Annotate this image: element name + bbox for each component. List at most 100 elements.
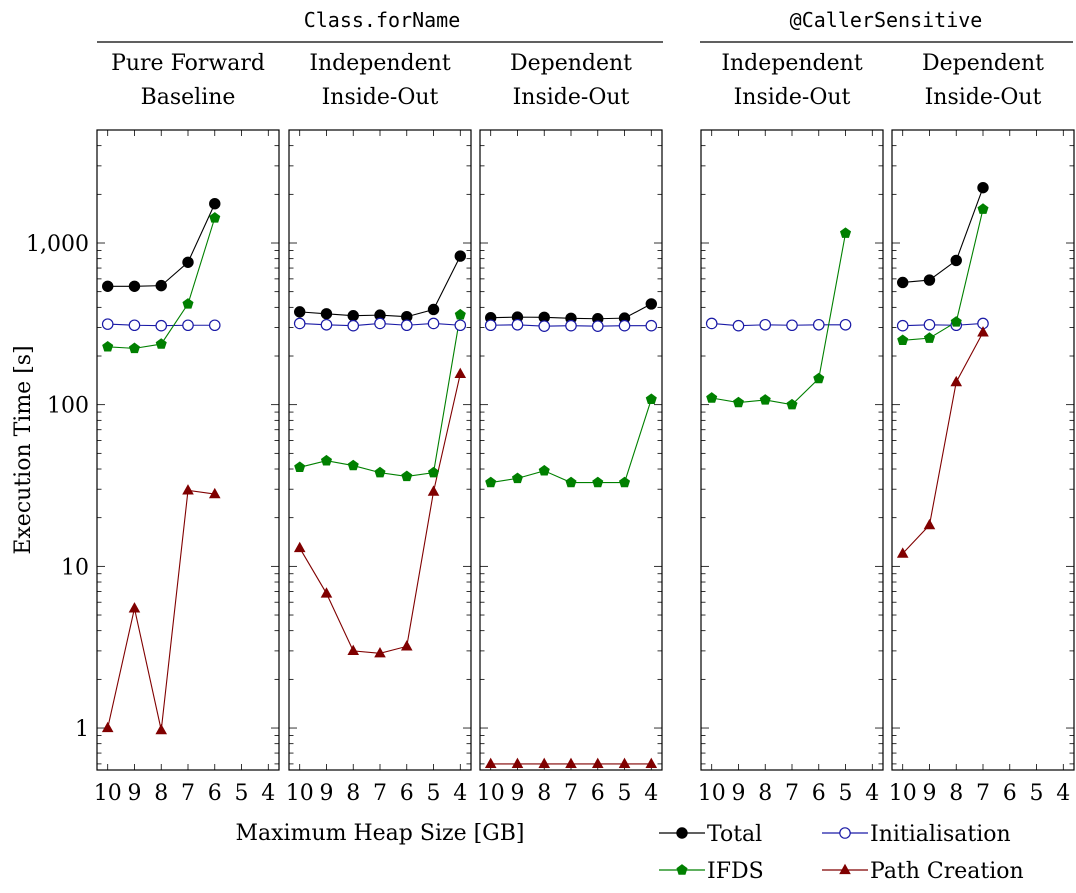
point-initialisation	[732, 319, 745, 332]
point-path-creation	[128, 602, 141, 613]
x-tick-label: 8	[537, 781, 551, 806]
legend-item-path-creation: Path Creation	[822, 859, 1024, 884]
y-tick-label: 1	[75, 717, 89, 742]
point-total	[645, 298, 657, 310]
x-tick-label: 7	[181, 781, 195, 806]
point-initialisation	[786, 319, 798, 332]
x-tick-label: 10	[286, 781, 314, 806]
legend-label: Path Creation	[870, 859, 1024, 884]
point-ifds	[706, 392, 718, 403]
panel-3: Independent Inside-Out 10 9 8 7 6 5 4	[698, 51, 884, 806]
series-line-initialisation	[902, 322, 984, 327]
x-tick-label: 8	[949, 781, 963, 806]
x-tick-label: 9	[922, 781, 936, 806]
x-tick-label: 5	[427, 781, 441, 806]
point-initialisation	[128, 319, 141, 332]
point-initialisation	[618, 319, 631, 332]
point-ifds	[897, 334, 909, 346]
legend-label: Total	[707, 822, 762, 847]
point-initialisation	[427, 317, 440, 330]
x-tick-label: 5	[235, 781, 249, 806]
point-ifds	[182, 298, 194, 309]
legend-item-initialisation: Initialisation	[822, 822, 1011, 847]
point-initialisation	[538, 320, 551, 332]
point-initialisation	[759, 318, 772, 331]
point-ifds	[427, 466, 440, 478]
panel-title-line: Pure Forward	[111, 51, 265, 76]
panel-frame	[891, 129, 1075, 771]
point-path-creation	[538, 757, 551, 769]
point-initialisation	[923, 318, 936, 331]
point-total	[977, 181, 989, 194]
point-initialisation	[155, 319, 168, 332]
point-path-creation	[347, 644, 360, 656]
point-total	[209, 198, 221, 210]
point-ifds	[347, 459, 359, 471]
point-ifds	[374, 466, 386, 478]
panel-1: Independent Inside-Out 10 9 8 7 6 5 4	[286, 51, 472, 806]
panel-title-line: Inside-Out	[734, 85, 851, 110]
legend-marker	[839, 827, 851, 839]
point-total	[102, 280, 114, 292]
legend: Total Initialisation IFDS Path Creation	[659, 822, 1024, 884]
x-tick-label: 5	[1030, 781, 1044, 806]
panel-title-line: Independent	[721, 51, 863, 76]
x-tick-label: 4	[1056, 781, 1070, 806]
point-ifds	[102, 340, 114, 352]
point-total	[950, 254, 962, 267]
panel-title-line: Inside-Out	[322, 85, 439, 110]
point-initialisation	[208, 319, 221, 332]
panel-title-line: Inside-Out	[925, 85, 1042, 110]
point-path-creation	[427, 485, 440, 496]
point-initialisation	[511, 318, 524, 331]
point-initialisation	[400, 319, 413, 332]
x-tick-label: 10	[477, 781, 505, 806]
series-line-ifds	[902, 209, 984, 341]
point-ifds	[923, 332, 936, 343]
point-path-creation	[400, 640, 413, 651]
x-tick-label: 9	[127, 781, 141, 806]
point-ifds	[155, 338, 167, 349]
point-ifds	[565, 476, 577, 488]
point-initialisation	[347, 319, 360, 332]
x-tick-label: 7	[564, 781, 578, 806]
point-initialisation	[374, 317, 386, 330]
panel-frame	[288, 129, 472, 771]
point-initialisation	[591, 320, 604, 332]
series-line-path-creation	[299, 373, 461, 654]
x-tick-label: 4	[644, 781, 658, 806]
x-tick-label: 7	[373, 781, 387, 806]
panel-title-line: Baseline	[141, 85, 236, 110]
point-path-creation	[293, 541, 306, 553]
point-path-creation	[591, 757, 604, 769]
point-path-creation	[454, 367, 467, 379]
x-tick-label: 10	[94, 781, 122, 806]
x-tick-label: 8	[758, 781, 772, 806]
point-total	[897, 276, 909, 289]
point-initialisation	[484, 319, 497, 332]
point-ifds	[950, 316, 962, 327]
point-total	[155, 279, 167, 292]
panel-title-line: Independent	[309, 51, 451, 76]
point-ifds	[645, 393, 657, 404]
x-tick-label: 4	[261, 781, 275, 806]
x-tick-label: 7	[785, 781, 799, 806]
point-ifds	[454, 308, 466, 320]
point-total	[454, 250, 466, 262]
point-path-creation	[923, 518, 936, 530]
point-total	[923, 274, 936, 286]
point-path-creation	[101, 721, 114, 733]
point-path-creation	[208, 487, 221, 499]
y-tick-label: 10	[61, 555, 89, 580]
point-ifds	[511, 472, 524, 484]
x-tick-label: 10	[889, 781, 917, 806]
point-total	[128, 280, 141, 292]
group-title-caller-sensitive: @CallerSensitive	[790, 8, 983, 32]
point-ifds	[592, 476, 604, 488]
legend-item-ifds: IFDS	[659, 859, 764, 884]
group-title-class-forname: Class.forName	[304, 8, 461, 32]
point-total	[427, 303, 440, 316]
point-initialisation	[293, 317, 306, 330]
point-path-creation	[896, 547, 909, 558]
